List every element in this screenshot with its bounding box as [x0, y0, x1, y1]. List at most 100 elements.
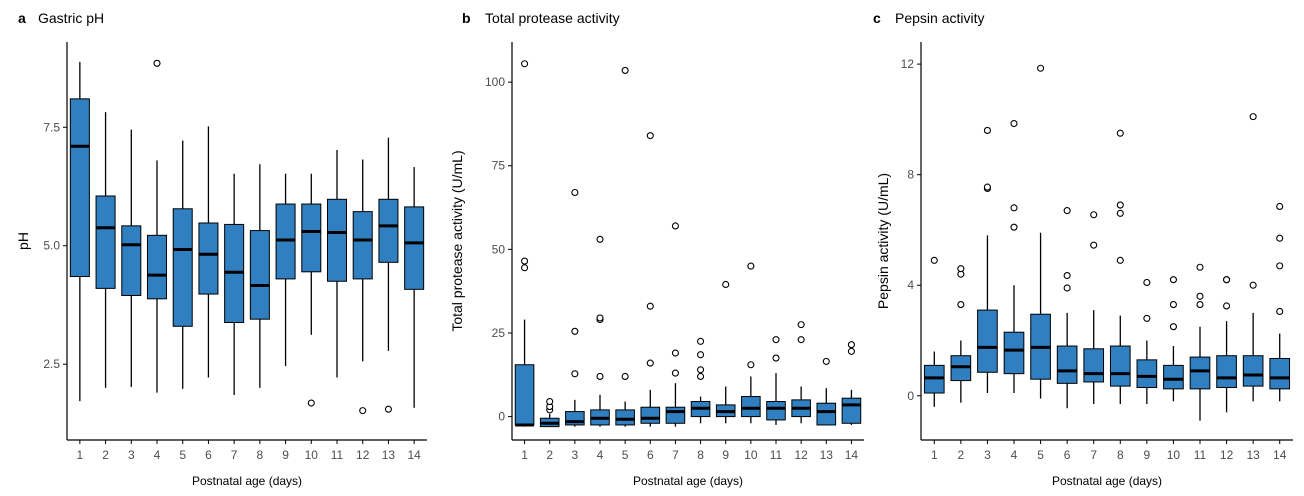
x-tick-label: 13: [820, 448, 834, 462]
outlier-point: [153, 59, 161, 67]
box-day-11: [1189, 263, 1211, 421]
outlier-point: [983, 126, 991, 134]
x-tick-label: 1: [77, 448, 84, 462]
outlier-point: [671, 222, 679, 230]
y-tick-label: 0: [907, 389, 914, 403]
box-day-3: [121, 129, 142, 387]
y-axis-title: Total protease activity (U/mL): [449, 150, 465, 331]
box-iqr: [301, 203, 322, 273]
x-tick-label: 14: [407, 448, 421, 462]
outlier-point: [384, 405, 392, 413]
box-day-12: [791, 321, 811, 424]
outlier-point: [722, 280, 730, 289]
box-day-10: [741, 262, 761, 424]
outlier-point: [596, 372, 604, 381]
box-iqr: [146, 234, 168, 300]
x-tick-label: 12: [1220, 448, 1234, 462]
box-day-3: [565, 188, 585, 427]
outlier-point: [1116, 256, 1124, 264]
x-tick-label: 2: [958, 448, 965, 462]
outlier-point: [1116, 209, 1124, 217]
outlier-point: [1169, 276, 1177, 284]
outlier-point: [521, 60, 529, 68]
x-tick-label: 13: [1246, 448, 1260, 462]
box-iqr: [172, 208, 193, 327]
box-day-7: [224, 173, 245, 395]
box-day-3: [977, 126, 998, 394]
box-day-8: [690, 337, 711, 424]
x-tick-label: 1: [931, 448, 938, 462]
outlier-point: [1249, 113, 1257, 121]
x-tick-label: 9: [282, 448, 289, 462]
y-tick-label: 2.5: [43, 357, 60, 371]
y-tick-label: 50: [492, 242, 506, 256]
y-axis-title: pH: [15, 232, 31, 250]
box-iqr: [121, 225, 142, 296]
box-iqr: [1189, 356, 1211, 390]
y-tick-label: 5.0: [43, 239, 60, 253]
x-tick-label: 11: [770, 448, 783, 462]
outlier-point: [772, 336, 780, 344]
outlier-point: [930, 256, 938, 264]
x-tick-label: 3: [572, 448, 579, 462]
box-day-8: [249, 164, 270, 388]
y-tick-label: 75: [492, 159, 506, 173]
outlier-point: [596, 235, 604, 243]
y-tick-label: 8: [907, 168, 914, 182]
x-tick-label: 2: [102, 448, 109, 462]
x-tick-label: 9: [1144, 448, 1151, 462]
outlier-point: [1063, 284, 1071, 292]
box-iqr: [326, 198, 348, 282]
outlier-point: [957, 301, 965, 309]
box-iqr: [1163, 364, 1184, 390]
y-tick-label: 12: [901, 57, 915, 71]
box-iqr: [69, 98, 90, 278]
box-iqr: [1216, 355, 1237, 388]
outlier-point: [1169, 301, 1177, 309]
outlier-point: [1143, 278, 1151, 287]
box-day-4: [146, 59, 168, 393]
outlier-point: [1249, 281, 1257, 289]
box-iqr: [404, 206, 425, 290]
box-day-14: [841, 341, 862, 425]
y-tick-label: 7.5: [43, 120, 60, 134]
outlier-point: [797, 336, 805, 344]
outlier-point: [697, 351, 705, 359]
x-tick-label: 4: [597, 448, 604, 462]
outlier-point: [521, 264, 529, 272]
x-tick-label: 2: [546, 448, 553, 462]
outlier-point: [1116, 129, 1124, 137]
box-day-6: [1056, 207, 1078, 409]
box-day-5: [1030, 64, 1051, 399]
outlier-point: [797, 321, 805, 329]
outlier-point: [646, 302, 654, 310]
box-day-6: [198, 126, 219, 378]
outlier-point: [1116, 201, 1124, 209]
x-tick-label: 12: [794, 448, 808, 462]
outlier-point: [747, 361, 755, 369]
box-iqr: [741, 396, 761, 418]
x-tick-label: 7: [231, 448, 238, 462]
outlier-point: [571, 370, 579, 378]
box-day-4: [1003, 119, 1025, 394]
outlier-point: [957, 265, 965, 273]
outlier-point: [983, 183, 991, 191]
x-tick-label: 12: [356, 448, 370, 462]
x-axis-title: Postnatal age (days): [1052, 474, 1162, 488]
outlier-point: [1010, 204, 1018, 212]
outlier-point: [822, 357, 830, 365]
x-tick-label: 6: [647, 448, 654, 462]
outlier-point: [546, 397, 554, 406]
box-day-2: [539, 397, 560, 428]
box-day-2: [950, 265, 972, 403]
box-iqr: [1083, 348, 1105, 383]
x-tick-label: 5: [622, 448, 629, 462]
x-axis-title: Postnatal age (days): [192, 474, 302, 488]
panel-title: Gastric pH: [38, 10, 104, 26]
outlier-point: [1143, 314, 1151, 322]
outlier-point: [1276, 262, 1284, 270]
x-tick-label: 10: [744, 448, 758, 462]
outlier-point: [359, 407, 367, 415]
outlier-point: [571, 327, 579, 335]
outlier-point: [646, 359, 654, 367]
